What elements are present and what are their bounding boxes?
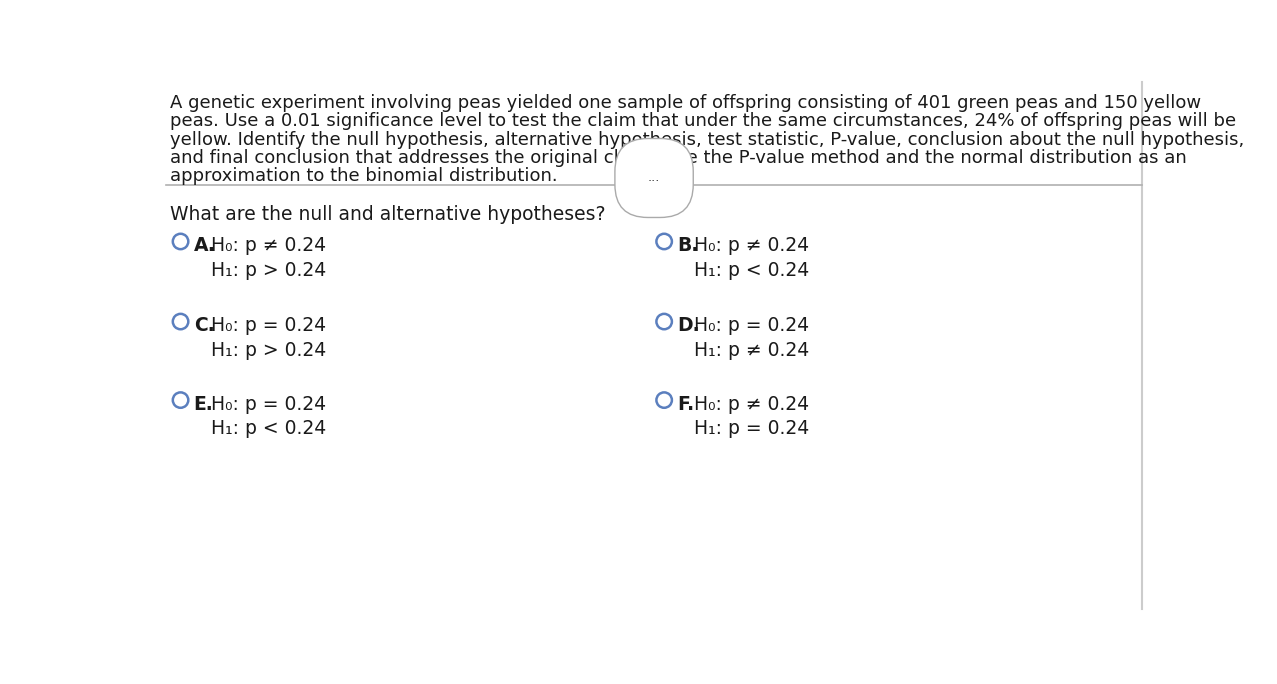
- Text: H₁: p ≠ 0.24: H₁: p ≠ 0.24: [695, 341, 810, 360]
- Text: What are the null and alternative hypotheses?: What are the null and alternative hypoth…: [170, 205, 607, 224]
- Text: H₀: p = 0.24: H₀: p = 0.24: [695, 316, 810, 335]
- Text: A.: A.: [194, 236, 216, 255]
- Text: peas. Use a 0.01 significance level to test the claim that under the same circum: peas. Use a 0.01 significance level to t…: [170, 112, 1236, 131]
- Text: H₁: p < 0.24: H₁: p < 0.24: [211, 419, 326, 438]
- Text: C.: C.: [194, 316, 215, 335]
- Text: yellow. Identify the null hypothesis, alternative hypothesis, test statistic, P-: yellow. Identify the null hypothesis, al…: [170, 131, 1245, 148]
- Text: ...: ...: [647, 172, 660, 185]
- Text: H₁: p > 0.24: H₁: p > 0.24: [211, 341, 326, 360]
- Text: H₁: p < 0.24: H₁: p < 0.24: [695, 261, 810, 280]
- Text: F.: F.: [677, 395, 695, 414]
- Text: and final conclusion that addresses the original claim. Use the P-value method a: and final conclusion that addresses the …: [170, 148, 1188, 167]
- Text: H₀: p ≠ 0.24: H₀: p ≠ 0.24: [695, 395, 810, 414]
- Text: H₀: p = 0.24: H₀: p = 0.24: [211, 395, 326, 414]
- Text: B.: B.: [677, 236, 699, 255]
- Text: H₀: p ≠ 0.24: H₀: p ≠ 0.24: [211, 236, 326, 255]
- Text: approximation to the binomial distribution.: approximation to the binomial distributi…: [170, 167, 558, 185]
- Text: H₀: p = 0.24: H₀: p = 0.24: [211, 316, 326, 335]
- Text: D.: D.: [677, 316, 700, 335]
- Text: H₀: p ≠ 0.24: H₀: p ≠ 0.24: [695, 236, 810, 255]
- Text: H₁: p > 0.24: H₁: p > 0.24: [211, 261, 326, 280]
- Text: H₁: p = 0.24: H₁: p = 0.24: [695, 419, 810, 438]
- Text: E.: E.: [194, 395, 213, 414]
- Text: A genetic experiment involving peas yielded one sample of offspring consisting o: A genetic experiment involving peas yiel…: [170, 94, 1202, 112]
